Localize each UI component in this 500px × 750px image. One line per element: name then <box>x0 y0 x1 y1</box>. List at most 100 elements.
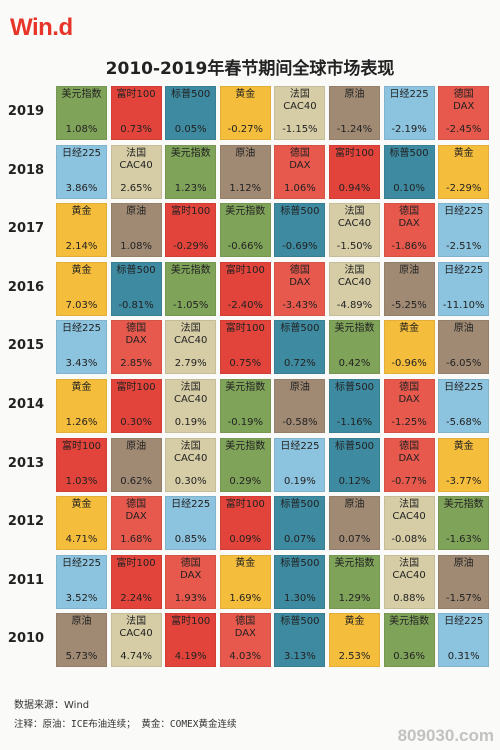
market-name: 富时100 <box>225 499 265 511</box>
market-cell: 法国 CAC40 -1.15% <box>274 86 326 140</box>
market-cell: 美元指数 0.29% <box>219 437 271 492</box>
market-name: 美元指数 <box>389 616 430 628</box>
market-name: 德国 DAX <box>125 323 147 347</box>
market-name: 法国 CAC40 <box>392 557 426 581</box>
market-name: 日经225 <box>171 499 211 511</box>
market-cell: 德国 DAX 1.06% <box>274 144 326 199</box>
market-value: 1.08% <box>120 241 152 253</box>
market-value: -2.51% <box>445 241 482 253</box>
market-name: 黄金 <box>344 616 365 628</box>
market-value: 0.36% <box>393 651 425 663</box>
market-cell: 黄金 1.69% <box>219 554 271 609</box>
market-value: 2.24% <box>120 592 152 604</box>
market-value: 5.73% <box>65 651 98 663</box>
market-name: 日经225 <box>61 147 102 159</box>
market-name: 富时100 <box>116 89 156 100</box>
market-cell: 富时100 4.19% <box>165 613 217 668</box>
market-cell: 标普500 0.72% <box>274 320 326 375</box>
market-value: 4.19% <box>174 651 207 663</box>
watermark: 809030.com <box>397 726 494 745</box>
market-value: 0.62% <box>120 475 152 487</box>
year-label: 2014 <box>7 397 45 412</box>
market-name: 富时100 <box>225 264 265 276</box>
market-name: 美元指数 <box>334 557 375 569</box>
market-name: 原油 <box>289 382 310 393</box>
market-name: 德国 DAX <box>398 382 420 405</box>
market-name: 日经225 <box>444 616 484 628</box>
market-cell: 黄金 -0.27% <box>219 86 271 140</box>
market-name: 标普500 <box>334 382 375 393</box>
market-value: -1.16% <box>336 417 373 428</box>
market-name: 美元指数 <box>225 206 266 218</box>
market-value: 1.23% <box>174 182 207 194</box>
market-name: 美元指数 <box>170 264 211 276</box>
market-value: -2.29% <box>445 182 482 194</box>
market-value: 2.53% <box>338 651 371 663</box>
market-value: -1.24% <box>336 124 373 135</box>
market-value: 0.30% <box>174 475 207 487</box>
market-value: 0.12% <box>338 475 371 487</box>
market-value: -1.63% <box>445 534 482 546</box>
market-value: 0.42% <box>338 358 371 370</box>
market-value: -11.10% <box>442 299 485 311</box>
market-value: 2.14% <box>65 241 98 253</box>
market-cell: 日经225 3.86% <box>56 144 107 199</box>
market-cell: 德国 DAX -2.45% <box>438 86 490 140</box>
market-cell: 原油 -1.24% <box>329 86 380 140</box>
market-cell: 法国 CAC40 0.19% <box>165 379 217 433</box>
market-cell: 美元指数 1.23% <box>165 144 217 199</box>
market-cell: 富时100 1.03% <box>56 437 107 492</box>
market-cell: 富时100 -0.29% <box>165 203 217 258</box>
market-cell: 法国 CAC40 2.65% <box>110 144 162 199</box>
market-cell: 美元指数 0.36% <box>383 613 435 668</box>
market-value: 0.07% <box>284 534 316 546</box>
market-cell: 富时100 0.30% <box>110 379 162 433</box>
market-name: 富时100 <box>116 382 156 393</box>
market-value: 3.52% <box>65 592 98 604</box>
market-name: 原油 <box>126 206 147 218</box>
market-name: 黄金 <box>399 323 420 335</box>
market-cell: 富时100 -2.40% <box>219 261 271 316</box>
market-value: -0.77% <box>391 475 427 487</box>
market-value: 0.88% <box>393 592 425 604</box>
market-cell: 标普500 3.13% <box>274 613 326 668</box>
market-cell: 日经225 -2.19% <box>383 86 435 140</box>
market-value: 1.12% <box>229 182 262 194</box>
market-value: 3.86% <box>65 182 98 194</box>
market-cell: 法国 CAC40 -4.89% <box>329 261 380 316</box>
market-name: 标普500 <box>280 557 320 569</box>
market-name: 黄金 <box>235 557 256 569</box>
market-value: -1.15% <box>282 124 318 135</box>
market-cell: 美元指数 -0.19% <box>219 379 271 433</box>
market-name: 黄金 <box>71 206 92 218</box>
market-cell: 标普500 0.05% <box>165 86 217 140</box>
market-name: 美元指数 <box>61 89 102 100</box>
market-cell: 富时100 0.94% <box>329 144 380 199</box>
market-value: 4.03% <box>229 651 262 663</box>
market-name: 日经225 <box>61 557 102 569</box>
year-label: 2011 <box>7 572 45 588</box>
market-value: 4.74% <box>120 651 152 663</box>
market-value: -5.68% <box>445 417 482 428</box>
market-value: -0.81% <box>118 299 154 311</box>
market-name: 标普500 <box>116 264 156 276</box>
market-cell: 黄金 -3.77% <box>438 437 490 492</box>
market-cell: 日经225 0.85% <box>165 496 217 551</box>
market-name: 富时100 <box>61 440 102 452</box>
market-cell: 黄金 7.03% <box>56 261 107 316</box>
market-cell: 标普500 0.12% <box>329 437 380 492</box>
market-name: 美元指数 <box>225 382 266 393</box>
year-label: 2015 <box>7 338 45 354</box>
market-cell: 日经225 0.19% <box>274 437 326 492</box>
market-value: -0.08% <box>391 534 427 546</box>
market-value: -1.50% <box>336 241 373 253</box>
market-value: 3.13% <box>284 651 316 663</box>
market-name: 富时100 <box>171 206 211 218</box>
market-value: -0.29% <box>172 241 209 253</box>
market-name: 日经225 <box>444 206 484 218</box>
market-value: -6.05% <box>445 358 482 370</box>
market-value: 0.85% <box>174 534 207 546</box>
market-name: 标普500 <box>280 616 320 628</box>
market-value: -2.19% <box>391 124 427 135</box>
market-name: 黄金 <box>453 440 474 452</box>
